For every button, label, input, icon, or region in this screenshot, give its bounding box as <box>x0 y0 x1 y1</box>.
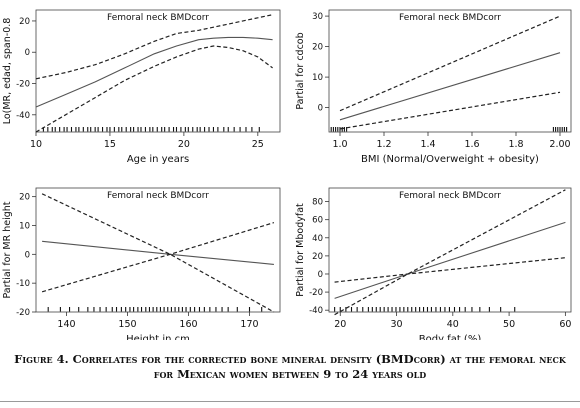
x-tick-label: 40 <box>447 319 459 330</box>
series-line-lower <box>339 91 561 130</box>
chart-title: Femoral neck BMDcorr <box>399 191 501 201</box>
x-tick-label: 1.0 <box>332 139 347 150</box>
series-line-lower <box>41 222 275 293</box>
y-tick-label: 0 <box>25 250 30 260</box>
y-tick-label: 40 <box>312 234 323 244</box>
x-tick-label: 15 <box>104 139 116 150</box>
y-axis-label: Partial for Mbodyfat <box>295 203 306 297</box>
y-tick-label: 10 <box>312 73 323 83</box>
x-tick-label: 1.2 <box>376 139 391 150</box>
x-tick-label: 170 <box>240 319 258 330</box>
y-tick-label: 30 <box>312 12 323 22</box>
x-axis-label: Body fat (%) <box>419 334 482 340</box>
caption-line-2: for Mexican women between 9 to 24 years … <box>153 367 427 381</box>
x-tick-label: 1.4 <box>420 139 435 150</box>
series-line-lower <box>35 45 273 133</box>
x-tick-label: 50 <box>503 319 515 330</box>
y-tick-label: -10 <box>16 279 30 289</box>
plot-frame <box>328 187 572 313</box>
chart-title: Femoral neck BMDcorr <box>399 13 501 23</box>
x-tick-label: 20 <box>178 139 190 150</box>
x-tick-label: 140 <box>57 319 75 330</box>
y-tick-label: 20 <box>312 43 323 53</box>
x-axis-label: Height in cm <box>126 334 190 340</box>
y-tick-label: 20 <box>19 193 30 203</box>
y-tick-label: -20 <box>16 80 30 90</box>
chart-panel-2: Femoral neck BMDcorr 1.0 1.2 1.4 1.6 1.8 2.00 0… <box>295 9 572 165</box>
chart-title: Femoral neck BMDcorr <box>107 13 209 23</box>
y-tick-label: -40 <box>16 111 30 121</box>
y-axis-label: Lo(MR, edad, span-0.8 <box>2 18 13 125</box>
series-line-fit <box>35 36 273 108</box>
figure-caption: Figure 4. Correlates for the corrected b… <box>0 352 580 382</box>
y-tick-label: 20 <box>19 17 30 27</box>
series-line-lower <box>334 189 566 316</box>
series-line-fit <box>334 221 566 299</box>
x-tick-label: 2.00 <box>549 139 570 150</box>
series-line-upper <box>339 15 561 112</box>
x-tick-label: 60 <box>559 319 571 330</box>
x-axis-label: BMI (Normal/Overweight + obesity) <box>361 154 539 165</box>
plot-frame <box>328 9 572 133</box>
y-axis-label: Partial for MR height <box>2 201 13 298</box>
x-tick-label: 20 <box>334 319 346 330</box>
y-tick-label: 0 <box>318 104 323 114</box>
chart-panel-3: Femoral neck BMDcorr 140 150 160 170 -20 -10 0 1… <box>2 187 281 340</box>
y-tick-label: 0 <box>318 270 323 280</box>
figure-charts: Femoral neck BMDcorr 10 15 20 25 -40 -20 0 20 Age… <box>2 9 572 340</box>
series-line-upper <box>35 14 273 80</box>
x-tick-label: 30 <box>390 319 402 330</box>
series-line-upper <box>334 257 566 283</box>
chart-panel-1: Femoral neck BMDcorr 10 15 20 25 -40 -20 0 20 Age… <box>2 9 281 165</box>
series-line-fit <box>339 52 561 121</box>
y-tick-label: 10 <box>19 221 30 231</box>
x-tick-label: 10 <box>30 139 42 150</box>
plot-frame <box>35 9 281 133</box>
caption-line-1: Figure 4. Correlates for the corrected b… <box>14 352 566 366</box>
chart-panel-4: Femoral neck BMDcorr 20 30 40 50 60 -40 -20 0 20 4… <box>295 187 572 340</box>
chart-title: Femoral neck BMDcorr <box>107 191 209 201</box>
y-tick-label: 20 <box>312 252 323 262</box>
series-line-upper <box>41 193 275 313</box>
x-tick-label: 1.8 <box>508 139 523 150</box>
y-tick-label: -20 <box>309 288 323 298</box>
x-axis-label: Age in years <box>127 154 189 165</box>
y-tick-label: 0 <box>25 48 30 58</box>
y-tick-label: -20 <box>16 308 30 318</box>
x-tick-label: 160 <box>179 319 197 330</box>
y-tick-label: 80 <box>312 198 323 208</box>
y-tick-label: 60 <box>312 216 323 226</box>
series-line-fit <box>42 240 274 265</box>
plot-frame <box>35 187 281 313</box>
x-tick-label: 150 <box>118 319 136 330</box>
x-tick-label: 1.6 <box>464 139 479 150</box>
bottom-rule <box>0 401 580 402</box>
y-tick-label: -40 <box>309 306 323 316</box>
x-tick-label: 25 <box>252 139 264 150</box>
y-axis-label: Partial for cdcob <box>295 32 306 109</box>
